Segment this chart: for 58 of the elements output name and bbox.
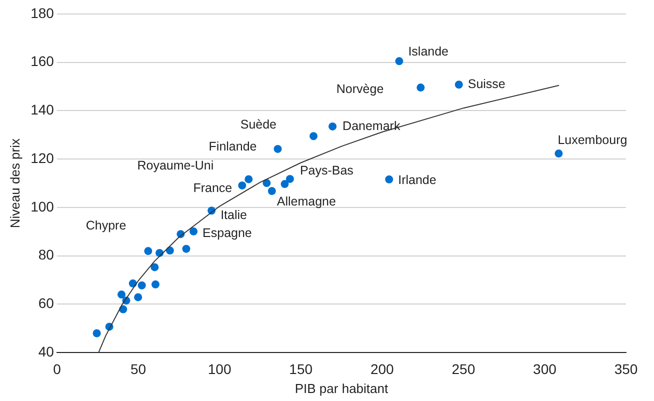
y-axis-title: Niveau des prix (7, 138, 22, 228)
point (328, 122, 337, 130)
annotation: Finlande (208, 139, 257, 154)
point (138, 281, 146, 290)
annotation: Suisse (468, 77, 506, 92)
annotation: Espagne (202, 226, 252, 240)
point (262, 179, 271, 188)
point (134, 293, 142, 302)
annotation: Suède (240, 118, 277, 132)
y-tick-label: 100 (30, 198, 54, 214)
point (310, 132, 318, 140)
annotation: France (193, 180, 232, 195)
x-tick-label: 0 (53, 360, 62, 377)
point (280, 180, 289, 188)
x-tick-label: 350 (614, 360, 638, 377)
x-tick-label: 200 (370, 360, 394, 377)
annotation: Luxembourg (558, 133, 628, 148)
point (274, 144, 282, 153)
annotation: Pays-Bas (300, 163, 354, 178)
y-tick-label: 160 (30, 53, 54, 70)
point (92, 329, 101, 338)
annotation: Italie (220, 208, 248, 222)
annotation: Norvège (336, 82, 384, 96)
x-tick-label: 300 (533, 360, 557, 377)
annotation: Islande (408, 44, 449, 59)
point (182, 244, 190, 253)
point (385, 175, 394, 184)
x-tick-label: 250 (452, 360, 476, 377)
point (119, 305, 128, 314)
point (118, 290, 126, 299)
annotation: Royaume-Uni (137, 158, 214, 173)
y-tick-label: 60 (38, 295, 54, 312)
annotation: Chypre (86, 218, 126, 232)
point (151, 280, 160, 288)
y-tick-label: 120 (30, 150, 54, 166)
point (238, 181, 246, 190)
annotation: Irlande (398, 172, 436, 187)
point (286, 174, 294, 183)
y-tick-label: 140 (30, 102, 54, 118)
y-tick-label: 180 (30, 4, 54, 21)
point (144, 247, 152, 256)
x-tick-label: 100 (208, 360, 232, 377)
x-axis-title: PIB par habitant (294, 380, 388, 396)
point (244, 175, 253, 184)
y-tick-label: 40 (38, 343, 54, 360)
point (454, 80, 463, 89)
x-tick-label: 150 (289, 360, 313, 377)
annotation: Allemagne (276, 194, 336, 208)
x-tick-label: 50 (130, 360, 146, 377)
point (166, 246, 174, 255)
y-tick-label: 80 (38, 246, 54, 263)
point (416, 84, 425, 92)
point (395, 57, 404, 66)
annotation: Danemark (342, 118, 401, 133)
point (150, 263, 159, 272)
point (554, 150, 563, 158)
point (268, 187, 276, 196)
point (190, 227, 198, 236)
